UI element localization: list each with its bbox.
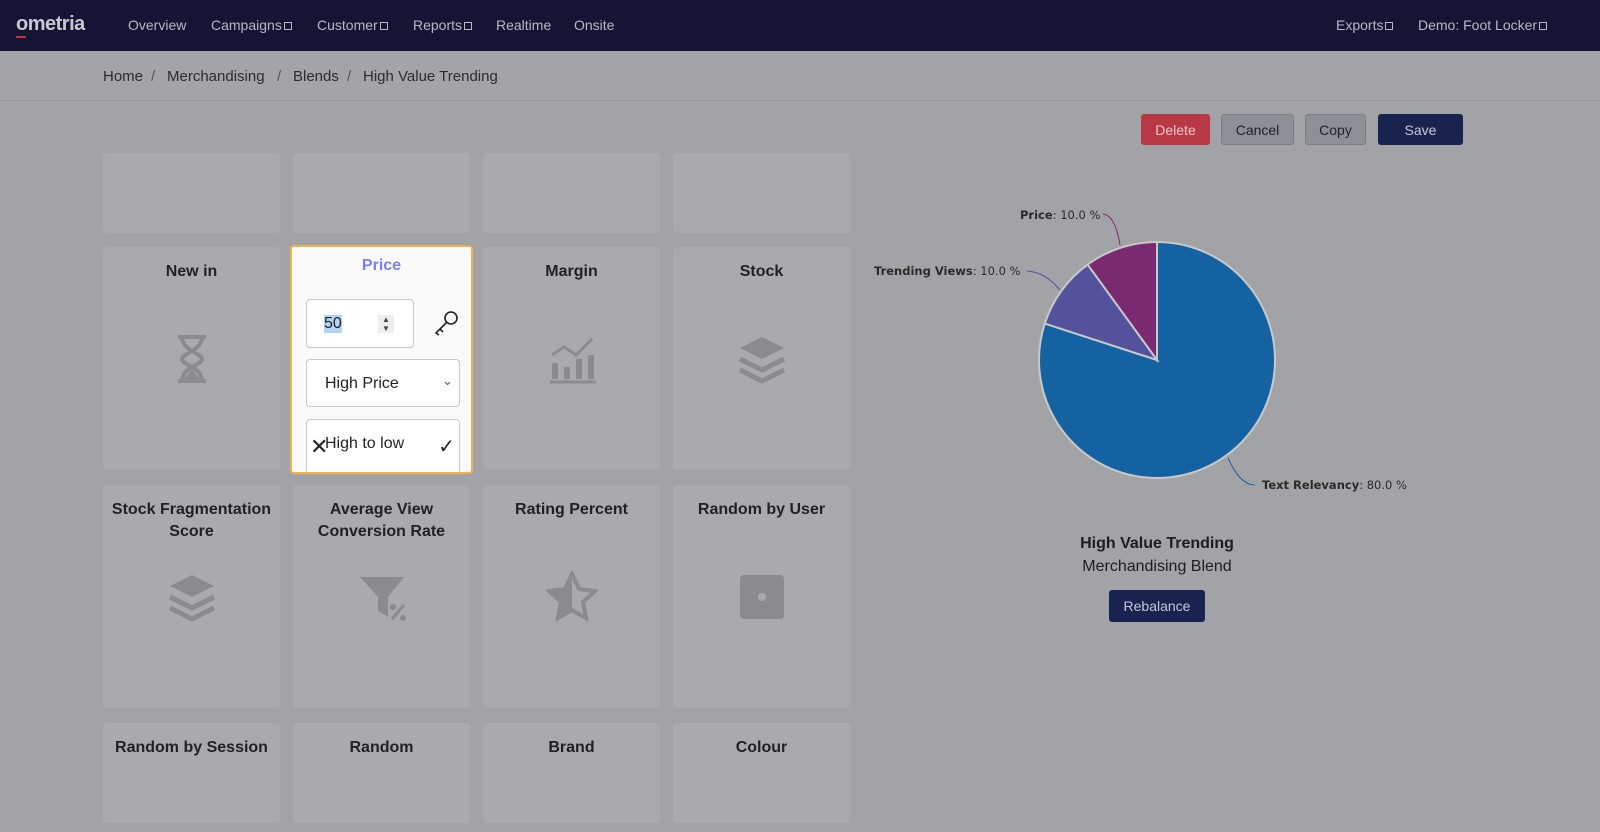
weight-input[interactable]: 50 ▲ ▼ [306,299,414,348]
breadcrumb-blends[interactable]: Blends [293,68,339,85]
dropdown-icon [283,22,292,30]
card-title: Colour [735,739,788,756]
blend-card[interactable] [103,153,280,233]
nav-label: Reports [413,17,463,33]
blend-subtitle: Merchandising Blend [1082,558,1232,575]
top-nav: ometria Overview Campaigns Customer Repo… [0,0,1600,51]
card-title: Price [361,257,402,274]
dropdown-icon [464,22,473,30]
chart-icon [550,337,596,384]
cancel-button[interactable]: Cancel [1221,114,1294,145]
blend-card[interactable]: Average View Conversion Rate [293,485,470,708]
breadcrumb: Home / Merchandising / Blends / High Val… [0,51,1600,101]
select-value: High to low [325,435,405,452]
nav-label: Realtime [496,17,552,33]
star-icon [546,571,598,622]
blend-card[interactable]: Colour [673,723,850,823]
hourglass-icon [178,335,206,383]
nav-campaigns[interactable]: Campaigns [211,17,292,33]
sort-order-select[interactable]: High to low ✕ ✓ [306,419,460,472]
blend-card[interactable] [293,153,470,233]
pie-slice-price[interactable] [1086,240,1158,364]
price-type-select[interactable]: High Price ⌄ [306,359,460,407]
card-title: Rating Percent [515,501,628,518]
blend-card[interactable]: Brand [483,723,660,823]
layers-icon [168,575,216,622]
pie-label-trending: Trending Views: 10.0 % [874,264,1021,278]
pie-connector [1227,457,1256,486]
blend-card[interactable]: Stock Fragmentation Score [103,485,280,708]
dropdown-icon [1539,22,1548,30]
card-title: Brand [548,739,595,756]
dropdown-icon [379,22,388,30]
breadcrumb-current: High Value Trending [363,68,498,85]
pie-label-price: Price: 10.0 % [1020,208,1101,222]
chevron-down-icon: ⌄ [442,373,453,388]
blend-title: High Value Trending [1080,535,1234,552]
blend-card[interactable]: Random by Session [103,723,280,823]
spinner-icon[interactable]: ▲ ▼ [378,315,394,333]
save-button[interactable]: Save [1378,114,1463,145]
breadcrumb-separator: / [277,68,282,85]
blend-card[interactable]: New in [103,247,280,470]
delete-button[interactable]: Delete [1141,114,1210,145]
copy-button[interactable]: Copy [1305,114,1366,145]
card-title: New in [165,263,218,280]
nav-realtime[interactable]: Realtime [496,17,551,33]
blend-card[interactable]: Random [293,723,470,823]
blend-card[interactable]: Random by User [673,485,850,708]
account-label: Demo: Foot Locker [1418,17,1538,33]
close-icon[interactable]: ✕ [310,434,329,459]
logo[interactable]: ometria [16,13,85,38]
nav-overview[interactable]: Overview [128,17,186,33]
weight-value: 50 [324,315,342,333]
blend-card[interactable]: Rating Percent [483,485,660,708]
nav-exports[interactable]: Exports [1336,17,1394,33]
card-title: Average View Conversion Rate [317,501,446,540]
breadcrumb-home[interactable]: Home [103,68,144,85]
price-card[interactable]: Price 50 ▲ ▼ High Price ⌄ High to low ✕ ✓ [290,245,473,474]
funnel-percent-icon [360,577,406,621]
account-menu[interactable]: Demo: Foot Locker [1418,17,1548,33]
pie-connector [1102,213,1121,246]
pie-connector [1026,270,1061,291]
select-value: High Price [325,375,399,392]
rebalance-button[interactable]: Rebalance [1109,590,1205,622]
card-title: Stock Fragmentation Score [111,501,272,540]
layers-icon [738,337,786,384]
card-title: Stock [739,263,784,280]
breadcrumb-separator: / [151,68,156,85]
blend-card[interactable] [483,153,660,233]
pie-slice-trending-views[interactable] [1043,263,1160,362]
nav-customer[interactable]: Customer [317,17,388,33]
nav-reports[interactable]: Reports [413,17,473,33]
nav-onsite[interactable]: Onsite [574,17,614,33]
card-title: Random by User [697,501,826,518]
blend-card[interactable]: Margin [483,247,660,470]
blend-card[interactable]: Stock [673,247,850,470]
nav-label: Onsite [574,17,615,33]
card-title: Random [349,739,414,756]
breadcrumb-separator: / [347,68,352,85]
dice-icon [740,575,784,619]
nav-label: Overview [128,17,187,33]
key-icon[interactable] [432,309,460,337]
pie-label-text: Text Relevancy: 80.0 % [1262,478,1407,492]
check-icon[interactable]: ✓ [438,436,455,458]
nav-label: Exports [1336,17,1384,33]
card-title: Random by Session [115,739,268,756]
blend-card[interactable] [673,153,850,233]
pie-slice-text-relevancy[interactable] [1038,240,1276,479]
breadcrumb-merchandising[interactable]: Merchandising [167,68,265,85]
nav-label: Customer [317,17,378,33]
card-title: Margin [545,263,598,280]
dropdown-icon [1385,22,1394,30]
nav-label: Campaigns [211,17,282,33]
